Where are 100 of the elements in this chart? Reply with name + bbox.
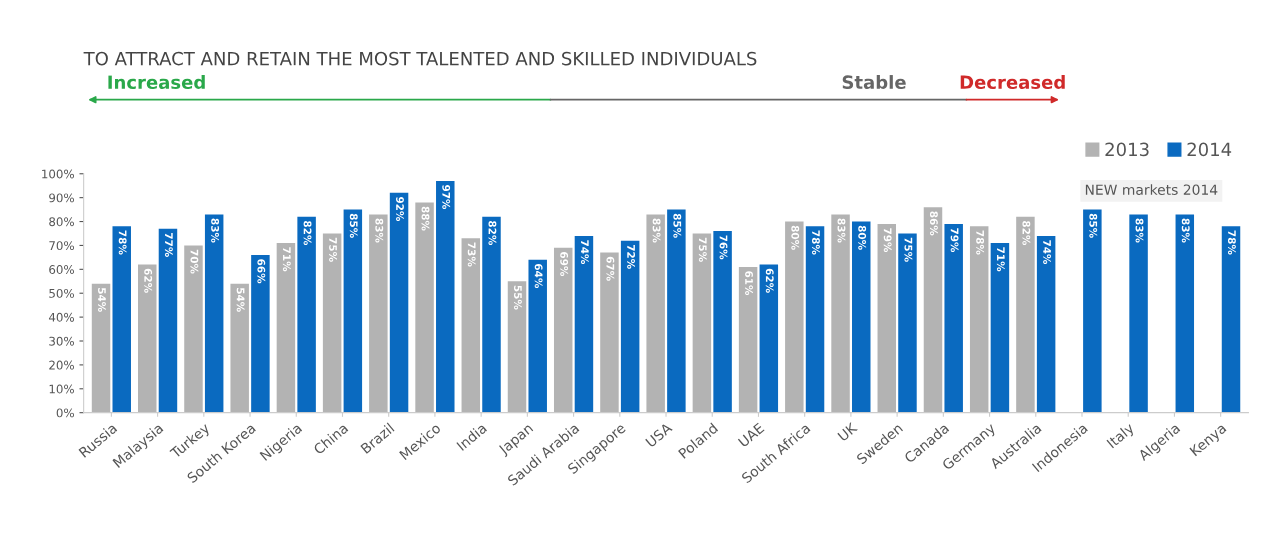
data-label: 82% (303, 220, 312, 245)
bar (251, 254, 270, 413)
y-tick-label: 100% (42, 169, 74, 179)
bar (204, 214, 224, 413)
y-tick-label: 70% (49, 241, 74, 251)
bar (230, 283, 249, 413)
bar (322, 233, 342, 413)
data-label: 79% (950, 228, 959, 253)
bar (1175, 214, 1195, 413)
text: Stable (842, 75, 906, 90)
data-label: 85% (349, 213, 358, 238)
bar (138, 264, 157, 413)
data-label: 67% (606, 256, 615, 281)
data-label: 70% (190, 249, 199, 274)
data-label: 78% (812, 230, 820, 255)
bar (1083, 209, 1102, 413)
data-label: 73% (467, 242, 476, 267)
data-label: 54% (236, 288, 245, 312)
data-label: 74% (580, 240, 589, 265)
data-label: 75% (329, 237, 337, 262)
bar (112, 226, 131, 413)
data-label: 86% (929, 211, 938, 236)
text: Decreased (960, 75, 1065, 90)
data-label: 61% (745, 271, 753, 296)
bar (923, 207, 943, 413)
data-label: 83% (211, 218, 220, 243)
bar (877, 223, 897, 413)
bar (91, 283, 111, 413)
bar (184, 245, 203, 413)
y-tick-label: 80% (49, 217, 74, 227)
data-label: 75% (904, 237, 913, 262)
data-label: 76% (719, 235, 728, 260)
text: Increased (108, 75, 205, 90)
bar (436, 180, 455, 413)
bar (759, 264, 779, 413)
data-label: 80% (791, 225, 800, 250)
legend-label: 2013 (1105, 142, 1149, 157)
data-label: 66% (257, 259, 266, 284)
bar (898, 233, 917, 413)
data-label: 78% (118, 230, 127, 255)
data-label: 79% (883, 228, 892, 253)
data-label: 78% (1227, 230, 1236, 255)
annotation: NEW markets 2014 (1085, 184, 1218, 195)
bar (1016, 216, 1035, 413)
x-tick-label: UK (837, 421, 859, 442)
data-label: 62% (144, 268, 153, 293)
data-label: 75% (698, 237, 707, 262)
data-label: 83% (1181, 218, 1190, 243)
data-label: 55% (513, 285, 522, 310)
x-tick-label: UAE (737, 422, 765, 448)
chart-title: TO ATTRACT AND RETAIN THE MOST TALENTED AND SKILLED INDIVIDUALS (83, 51, 757, 66)
data-label: 62% (765, 268, 774, 293)
data-label: 83% (652, 218, 661, 243)
data-label: 71% (282, 247, 291, 272)
y-tick-label: 20% (49, 360, 74, 370)
bar (415, 202, 434, 413)
data-label: 83% (1135, 218, 1144, 243)
y-tick-label: 30% (49, 336, 74, 346)
bar (158, 228, 178, 413)
data-label: 83% (375, 218, 384, 243)
bar (738, 266, 758, 413)
bar (507, 281, 527, 413)
data-label: 72% (627, 244, 636, 269)
data-label: 78% (976, 230, 985, 255)
bar (785, 221, 804, 413)
data-label: 82% (488, 220, 497, 245)
bar (969, 226, 989, 413)
bar (646, 214, 665, 413)
y-tick-label: 90% (49, 193, 74, 203)
bar (389, 192, 409, 413)
data-label: 97% (442, 185, 451, 210)
data-label: 64% (534, 264, 543, 288)
data-label: 92% (396, 197, 404, 222)
bar (574, 235, 594, 413)
bar (692, 233, 712, 413)
data-label: 85% (673, 213, 682, 238)
x-tick-label: USA (645, 421, 673, 448)
bar (1036, 235, 1056, 413)
bar (528, 259, 547, 413)
data-label: 69% (560, 252, 569, 277)
y-tick-label: 50% (49, 288, 74, 298)
bar (276, 243, 296, 413)
bar (805, 226, 825, 413)
data-label: 80% (858, 225, 867, 250)
legend-label: 2014 (1187, 142, 1232, 157)
data-label: 82% (1022, 220, 1031, 245)
bar (369, 214, 388, 413)
data-label: 54% (98, 288, 106, 312)
bar (713, 231, 732, 413)
y-tick-label: 0% (56, 408, 74, 418)
data-label: 85% (1089, 213, 1098, 238)
bar (852, 221, 871, 413)
bar (482, 216, 501, 413)
data-label: 71% (996, 247, 1005, 272)
bar (990, 243, 1010, 413)
bar (1221, 226, 1241, 413)
data-label: 74% (1043, 240, 1051, 265)
data-label: 77% (164, 232, 173, 257)
y-tick-label: 60% (49, 265, 74, 274)
bar (1129, 214, 1148, 413)
